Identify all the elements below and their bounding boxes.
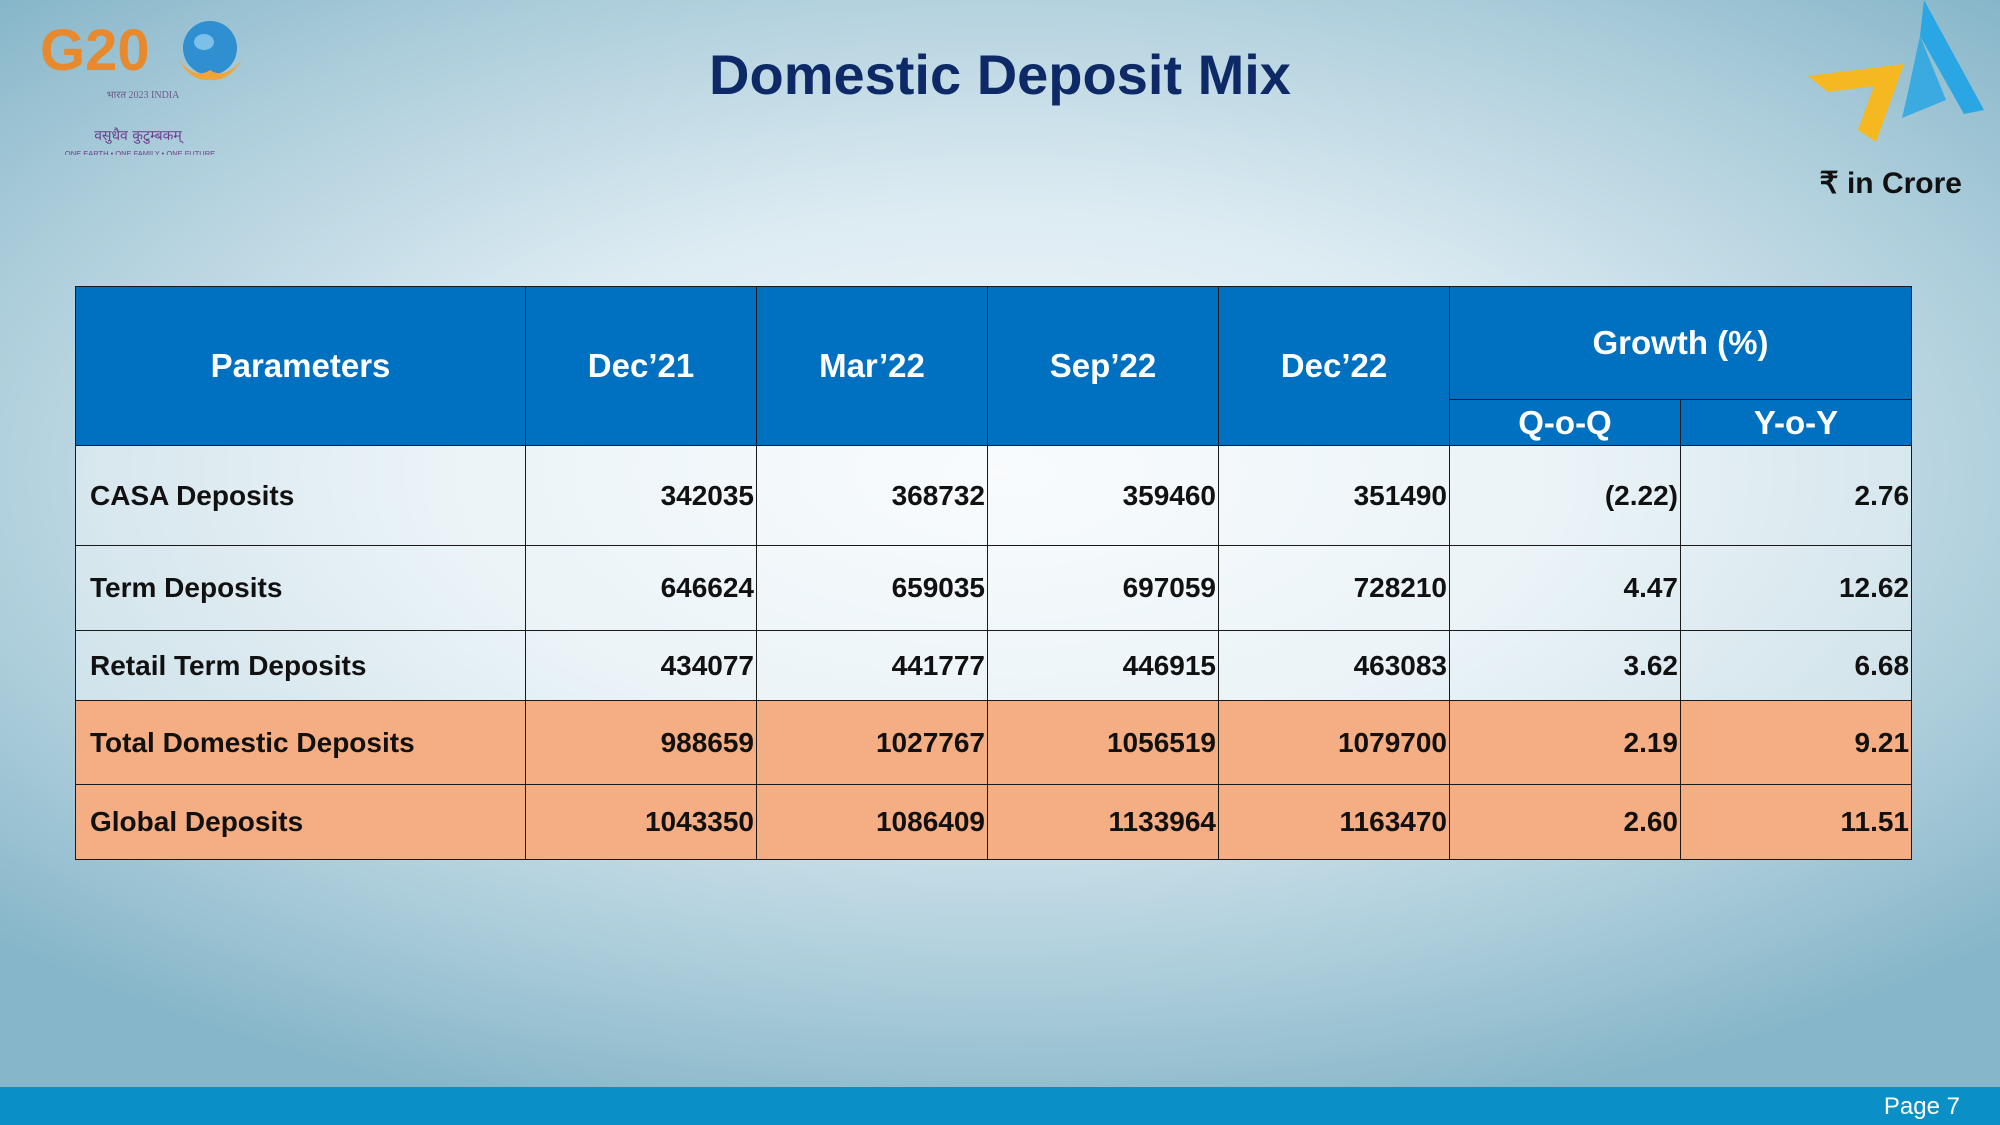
table-cell: 11.51 (1679, 784, 1913, 860)
table-cell: 9.21 (1679, 700, 1913, 785)
table-row: Retail Term Deposits 434077 441777 44691… (75, 630, 1913, 701)
table-cell: 3.62 (1449, 630, 1681, 701)
g20-logo: G20 भारत 2023 INDIA वसुधैव कुटुम्बकम् ON… (40, 18, 242, 155)
table-cell: 6.68 (1679, 630, 1913, 701)
table-row: Global Deposits 1043350 1086409 1133964 … (75, 784, 1913, 860)
g20-logo-text: G20 (40, 18, 150, 83)
table-cell: 342035 (525, 445, 757, 546)
row-label: CASA Deposits (75, 445, 526, 546)
g20-logo-motto-english: ONE EARTH • ONE FAMILY • ONE FUTURE (65, 149, 215, 155)
table-cell: 2.19 (1449, 700, 1681, 785)
table-cell: 697059 (987, 545, 1219, 631)
table-cell: 2.76 (1679, 445, 1913, 546)
table-cell: 988659 (525, 700, 757, 785)
table-cell: 1163470 (1218, 784, 1450, 860)
header-qoq: Q-o-Q (1449, 399, 1681, 446)
table-cell: 1079700 (1218, 700, 1450, 785)
page-number: Page 7 (1883, 1093, 1960, 1120)
table-cell: 1133964 (987, 784, 1219, 860)
table-cell: (2.22) (1449, 445, 1681, 546)
table-cell: 441777 (756, 630, 988, 701)
table-row: Total Domestic Deposits 988659 1027767 1… (75, 700, 1913, 785)
deposit-mix-table: Parameters Dec’21 Mar’22 Sep’22 Dec’22 G… (75, 286, 1913, 860)
table-cell: 463083 (1218, 630, 1450, 701)
g20-logo-motto-hindi: वसुधैव कुटुम्बकम् (94, 127, 184, 144)
table-cell: 359460 (987, 445, 1219, 546)
table-cell: 1043350 (525, 784, 757, 860)
footer-bar: Page 7 (0, 1087, 2000, 1125)
table-cell: 368732 (756, 445, 988, 546)
table-subheader-row: Q-o-Q Y-o-Y (76, 399, 1913, 446)
table-cell: 1027767 (756, 700, 988, 785)
row-label: Retail Term Deposits (75, 630, 526, 701)
table-row: CASA Deposits 342035 368732 359460 35149… (75, 445, 1913, 546)
table-cell: 4.47 (1449, 545, 1681, 631)
header-growth: Growth (%) (1448, 286, 1913, 400)
header-period: Dec’22 (1218, 286, 1450, 446)
table-cell: 659035 (756, 545, 988, 631)
g20-logo-subtitle: भारत 2023 INDIA (107, 90, 181, 101)
row-label: Total Domestic Deposits (75, 700, 526, 785)
table-row: Term Deposits 646624 659035 697059 72821… (75, 545, 1913, 631)
row-label: Global Deposits (75, 784, 526, 860)
table-cell: 728210 (1218, 545, 1450, 631)
header-period: Dec’21 (525, 286, 757, 446)
table-cell: 12.62 (1679, 545, 1913, 631)
units-label: ₹ in Crore (1819, 167, 1962, 200)
header-period: Sep’22 (987, 286, 1219, 446)
table-cell: 646624 (525, 545, 757, 631)
row-label: Term Deposits (75, 545, 526, 631)
table-header-row: Parameters Dec’21 Mar’22 Sep’22 Dec’22 G… (75, 286, 1913, 446)
header-period: Mar’22 (756, 286, 988, 446)
table-cell: 1086409 (756, 784, 988, 860)
table-cell: 2.60 (1449, 784, 1681, 860)
table-cell: 1056519 (987, 700, 1219, 785)
bank-logo (1808, 0, 1984, 142)
table-cell: 434077 (525, 630, 757, 701)
header-parameters: Parameters (75, 286, 526, 446)
table-cell: 351490 (1218, 445, 1450, 546)
page-title: Domestic Deposit Mix (709, 43, 1291, 106)
header-yoy: Y-o-Y (1679, 399, 1913, 446)
table-cell: 446915 (987, 630, 1219, 701)
